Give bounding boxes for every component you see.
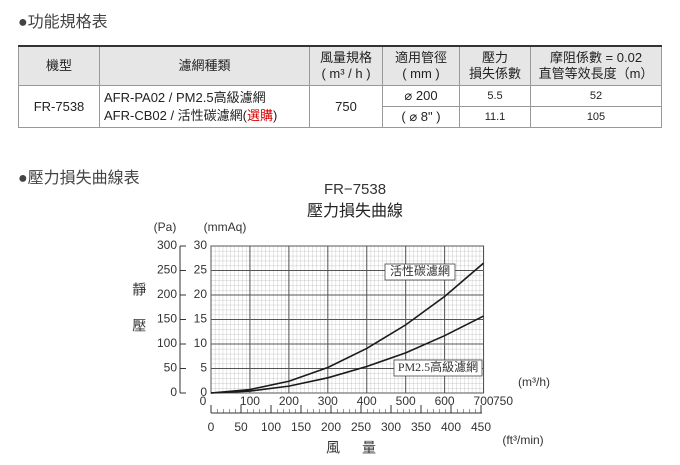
x-label: 風量 xyxy=(326,440,398,456)
section-heading: ●功能規格表 xyxy=(18,14,108,31)
y2-tick-label: 250 xyxy=(157,263,177,277)
cell: ( ⌀ 8" ) xyxy=(382,106,460,128)
text: ) xyxy=(273,107,278,123)
header-text: ( mm ) xyxy=(402,66,440,81)
filter: AFR-PA02 / PM2.5高級濾網 xyxy=(104,89,266,105)
y2-tick-label: 300 xyxy=(157,238,177,252)
y-tick-label: 30 xyxy=(194,238,208,252)
x-tick-label: 200 xyxy=(279,394,299,408)
cell: AFR-PA02 / PM2.5高級濾網 AFR-CB02 / 活性碳濾網(選購… xyxy=(99,85,310,128)
header-text: ( m³ / h ) xyxy=(321,66,371,81)
x2-tick-label: 300 xyxy=(381,420,401,434)
y-unit: (mmAq) xyxy=(204,220,247,234)
x-tick-label: 700 xyxy=(474,394,494,408)
x2-tick-label: 350 xyxy=(411,420,431,434)
filter: AFR-CB02 / 活性碳濾網(選購) xyxy=(104,107,309,125)
x-tick-label: 400 xyxy=(357,394,377,408)
x-tick-label: 300 xyxy=(318,394,338,408)
x2-tick-label: 450 xyxy=(471,420,491,434)
y2-unit: (Pa) xyxy=(154,220,177,234)
cell: 750 xyxy=(309,85,383,128)
y-tick-label: 25 xyxy=(194,263,208,277)
y2-tick-label: 0 xyxy=(170,385,177,399)
header-cell: 風量規格( m³ / h ) xyxy=(309,45,383,86)
series-label: 活性碳濾網 xyxy=(390,263,450,278)
series-label-box xyxy=(393,359,483,377)
x-tick-label: 100 xyxy=(240,394,260,408)
text: 選購 xyxy=(247,107,274,123)
series-label: PM2.5高級濾網 xyxy=(398,359,478,374)
x2-tick-label: 250 xyxy=(351,420,371,434)
line xyxy=(210,262,485,394)
x-unit: (m³/h) xyxy=(518,375,550,389)
series-label-box xyxy=(384,263,456,281)
header-cell: 濾網種類 xyxy=(99,45,310,86)
text: AFR-CB02 / 活性碳濾網( xyxy=(104,107,248,123)
x-tick-label: 500 xyxy=(396,394,416,408)
line xyxy=(210,315,484,394)
row: FR-7538 AFR-PA02 / PM2.5高級濾網 AFR-CB02 / … xyxy=(18,85,662,128)
header-text: 適用管徑 xyxy=(394,50,447,65)
header-text: 風量規格 xyxy=(319,50,372,65)
x2-tick-label: 50 xyxy=(234,420,248,434)
x2-unit: (ft³/min) xyxy=(502,433,543,447)
header-cell: 摩阻係數 = 0.02 直管等效長度（m） xyxy=(530,45,662,86)
header-text: 摩阻係數 = 0.02 xyxy=(549,50,643,65)
spec-table: 機型 濾網種類 風量規格( m³ / h ) 適用管徑( mm ) 壓力 損失係數 摩阻係數… xyxy=(18,45,662,128)
x-tick-label: 750 xyxy=(493,394,513,408)
chart-subtitle: 壓力損失曲線 xyxy=(307,202,403,220)
y-tick-label: 20 xyxy=(194,287,208,301)
cell: 105 xyxy=(530,106,662,128)
x2-tick-label: 100 xyxy=(261,420,281,434)
y2-tick-label: 150 xyxy=(157,312,177,326)
x2-tick-label: 200 xyxy=(321,420,341,434)
y2-tick-label: 200 xyxy=(157,287,177,301)
header-row: 機型 濾網種類 風量規格( m³ / h ) 適用管徑( mm ) 壓力 損失係數 摩阻係數… xyxy=(18,45,662,86)
header-cell: 適用管徑( mm ) xyxy=(382,45,460,86)
y-tick-label: 15 xyxy=(194,312,208,326)
header-text: 直管等效長度（m） xyxy=(538,66,654,81)
x2-tick-label: 400 xyxy=(441,420,461,434)
y-tick-label: 10 xyxy=(194,336,208,350)
minor-tick-area xyxy=(211,409,482,413)
y-label: 靜壓 xyxy=(131,282,147,354)
y2-tick-label: 100 xyxy=(157,336,177,350)
header-text: 濾網種類 xyxy=(178,58,231,73)
y2-tick-label: 50 xyxy=(164,361,178,375)
x-tick-label: 0 xyxy=(200,394,207,408)
y-tick-label: 0 xyxy=(200,385,207,399)
header-text: 機型 xyxy=(45,58,72,73)
header-text: 損失係數 xyxy=(468,66,521,81)
row: ( ⌀ 8" ) 11.1 105 xyxy=(19,106,662,128)
cell: FR-7538 xyxy=(18,85,100,128)
y-tick-label: 5 xyxy=(200,361,207,375)
chart-title: FR−7538 xyxy=(324,181,386,198)
x2-tick-label: 150 xyxy=(291,420,311,434)
x-tick-label: 600 xyxy=(435,394,455,408)
cell: 5.5 xyxy=(459,85,531,107)
x2-tick-label: 0 xyxy=(208,420,215,434)
header-text: 壓力 xyxy=(481,50,508,65)
section-heading: ●壓力損失曲線表 xyxy=(18,170,140,187)
